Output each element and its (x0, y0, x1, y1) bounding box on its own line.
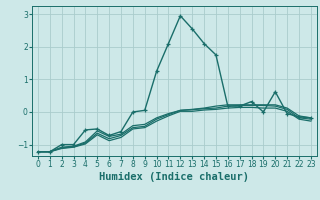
X-axis label: Humidex (Indice chaleur): Humidex (Indice chaleur) (100, 172, 249, 182)
